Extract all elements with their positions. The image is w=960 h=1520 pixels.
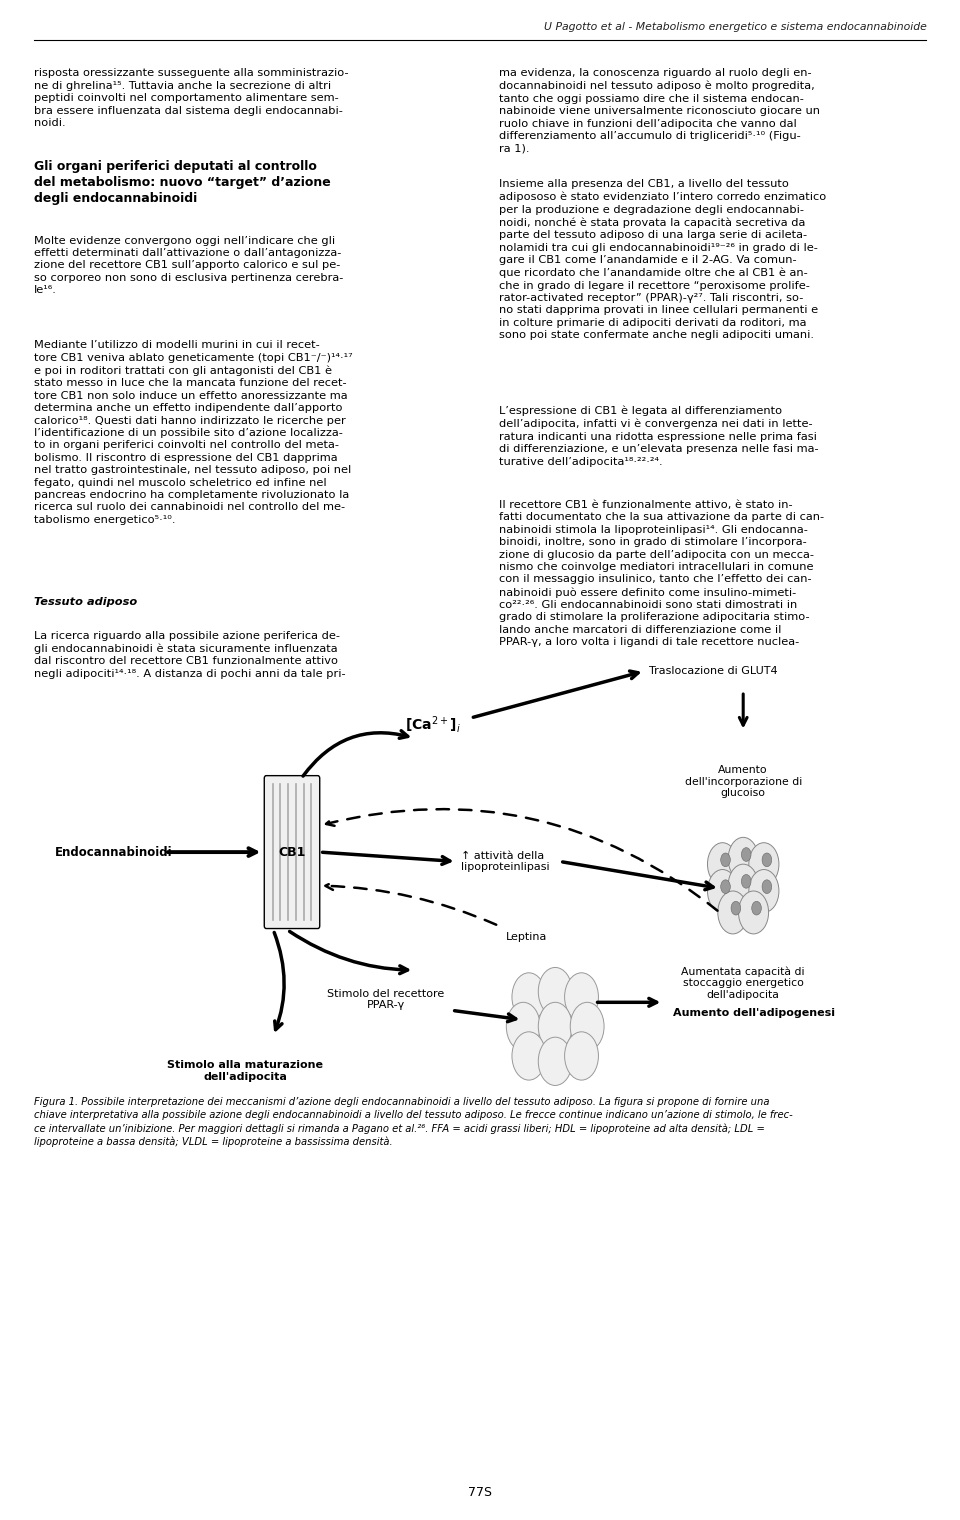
- Text: 77S: 77S: [468, 1487, 492, 1499]
- Circle shape: [732, 901, 741, 915]
- Text: Aumentata capacità di
stoccaggio energetico
dell'adipocita: Aumentata capacità di stoccaggio energet…: [682, 967, 804, 1000]
- Circle shape: [570, 1002, 604, 1050]
- Text: Aumento
dell'incorporazione di
glucoiso: Aumento dell'incorporazione di glucoiso: [684, 765, 802, 798]
- Text: Figura 1. Possibile interpretazione dei meccanismi d’azione degli endocannabinoi: Figura 1. Possibile interpretazione dei …: [34, 1097, 792, 1148]
- Circle shape: [738, 891, 769, 933]
- Text: Insieme alla presenza del CB1, a livello del tessuto
adipososo è stato evidenzia: Insieme alla presenza del CB1, a livello…: [499, 179, 827, 340]
- Text: risposta oressizzante susseguente alla somministrazio-
ne di ghrelina¹⁵. Tuttavi: risposta oressizzante susseguente alla s…: [34, 68, 348, 128]
- FancyBboxPatch shape: [264, 775, 320, 929]
- Text: Gli organi periferici deputati al controllo
del metabolismo: nuovo “target” d’az: Gli organi periferici deputati al contro…: [34, 160, 330, 205]
- Circle shape: [741, 874, 751, 888]
- Circle shape: [512, 1032, 546, 1081]
- Text: Endocannabinoidi: Endocannabinoidi: [55, 845, 172, 859]
- Text: ↑ attività della
lipoproteinlipasi: ↑ attività della lipoproteinlipasi: [461, 851, 550, 872]
- Circle shape: [564, 973, 598, 1021]
- Text: Stimolo alla maturazione
dell'adipocita: Stimolo alla maturazione dell'adipocita: [167, 1059, 323, 1082]
- Circle shape: [741, 848, 751, 862]
- Circle shape: [718, 891, 748, 933]
- Text: Leptina: Leptina: [506, 932, 548, 941]
- Text: ma evidenza, la conoscenza riguardo al ruolo degli en-
docannabinoidi nel tessut: ma evidenza, la conoscenza riguardo al r…: [499, 68, 820, 154]
- Circle shape: [762, 853, 772, 866]
- Text: CB1: CB1: [278, 845, 305, 859]
- Text: U Pagotto et al - Metabolismo energetico e sistema endocannabinoide: U Pagotto et al - Metabolismo energetico…: [543, 21, 926, 32]
- Circle shape: [708, 869, 737, 912]
- Circle shape: [749, 869, 779, 912]
- Circle shape: [506, 1002, 540, 1050]
- Text: Molte evidenze convergono oggi nell’indicare che gli
effetti determinati dall’at: Molte evidenze convergono oggi nell’indi…: [34, 236, 343, 295]
- Circle shape: [721, 880, 731, 894]
- Text: Il recettore CB1 è funzionalmente attivo, è stato in-
fatti documentato che la s: Il recettore CB1 è funzionalmente attivo…: [499, 500, 825, 648]
- Circle shape: [539, 1002, 572, 1050]
- Circle shape: [539, 1037, 572, 1085]
- Circle shape: [564, 1032, 598, 1081]
- Circle shape: [749, 842, 779, 886]
- Text: L’espressione di CB1 è legata al differenziamento
dell’adipocita, infatti vi è c: L’espressione di CB1 è legata al differe…: [499, 406, 819, 467]
- Circle shape: [752, 901, 761, 915]
- Circle shape: [728, 865, 758, 907]
- Text: [Ca$^{2+}$]$_i$: [Ca$^{2+}$]$_i$: [405, 714, 461, 736]
- Text: Stimolo del recettore
PPAR-γ: Stimolo del recettore PPAR-γ: [327, 990, 444, 1011]
- Text: La ricerca riguardo alla possibile azione periferica de-
gli endocannabinoidi è : La ricerca riguardo alla possibile azion…: [34, 631, 346, 678]
- Circle shape: [708, 842, 737, 886]
- Circle shape: [512, 973, 546, 1021]
- Circle shape: [728, 838, 758, 880]
- Circle shape: [721, 853, 731, 866]
- Text: Tessuto adiposo: Tessuto adiposo: [34, 597, 137, 608]
- Circle shape: [539, 967, 572, 1015]
- Text: Traslocazione di GLUT4: Traslocazione di GLUT4: [649, 666, 778, 676]
- Circle shape: [762, 880, 772, 894]
- Text: Mediante l’utilizzo di modelli murini in cui il recet-
tore CB1 veniva ablato ge: Mediante l’utilizzo di modelli murini in…: [34, 340, 352, 524]
- Text: Aumento dell'adipogenesi: Aumento dell'adipogenesi: [673, 1008, 834, 1018]
